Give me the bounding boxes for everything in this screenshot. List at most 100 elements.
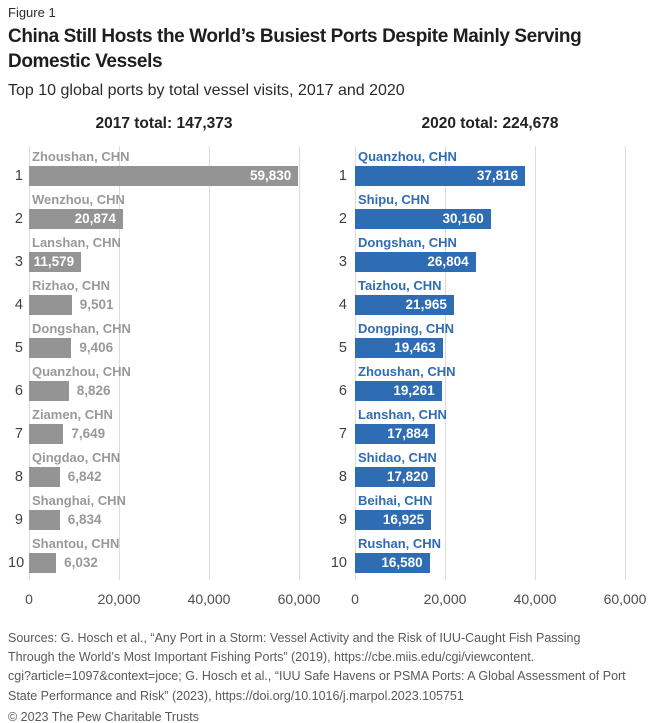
value-label: 19,463 [394, 340, 436, 355]
charts-container: 2017 total: 147,373 1 Zhoushan, CHN 59,830… [8, 114, 647, 608]
page-title: China Still Hosts the World’s Busiest Po… [8, 24, 642, 74]
port-label: Shanghai, CHN [32, 493, 126, 508]
rank-label: 6 [14, 383, 23, 399]
bar [29, 381, 69, 401]
bar-track: 16,925 [355, 510, 625, 530]
value-label: 16,925 [382, 512, 425, 527]
rank-label: 4 [14, 297, 23, 313]
rank-label: 10 [330, 555, 347, 571]
bar-row: 2 Wenzhou, CHN 20,874 [15, 189, 299, 232]
port-label: Lanshan, CHN [32, 235, 121, 250]
bar-row: 10 Rushan, CHN 16,580 [331, 533, 625, 576]
bar [355, 338, 443, 358]
bar [355, 553, 430, 573]
subtitle: Top 10 global ports by total vessel visi… [8, 82, 405, 99]
rank-label: 7 [14, 426, 23, 442]
rank-label: 9 [338, 512, 347, 528]
rank-label: 3 [14, 254, 23, 270]
chart-2020: 2020 total: 224,678 1 Quanzhou, CHN 37,816… [330, 114, 647, 608]
rank-label: 2 [338, 211, 347, 227]
grid-line [445, 146, 446, 580]
bar-row: 3 Lanshan, CHN 11,579 [15, 232, 299, 275]
port-label: Shidao, CHN [358, 450, 437, 465]
bar-row: 7 Ziamen, CHN 7,649 [15, 404, 299, 447]
value-label: 19,261 [393, 383, 435, 398]
bar-track: 6,842 [29, 467, 299, 487]
chart-2020-plot: 1 Quanzhou, CHN 37,816 2 Shipu, CHN 30,160 3 Do… [331, 146, 626, 580]
bar-row: 5 Dongping, CHN 19,463 [339, 318, 625, 361]
page-title-line-1: China Still Hosts the World’s Busiest Po… [8, 26, 582, 47]
port-label: Taizhou, CHN [358, 278, 442, 293]
bar-track: 6,032 [29, 553, 299, 573]
bar-row: 5 Dongshan, CHN 9,406 [15, 318, 299, 361]
bar-row: 4 Rizhao, CHN 9,501 [15, 275, 299, 318]
bar-track: 9,501 [29, 295, 299, 315]
rank-label: 8 [338, 469, 347, 485]
rank-label: 9 [14, 512, 23, 528]
bar-row: 6 Quanzhou, CHN 8,826 [15, 361, 299, 404]
rank-label: 8 [14, 469, 23, 485]
value-label: 6,032 [64, 555, 98, 570]
port-label: Ziamen, CHN [32, 407, 113, 422]
port-label: Lanshan, CHN [358, 407, 447, 422]
bar-row: 1 Zhoushan, CHN 59,830 [15, 146, 299, 189]
chart-2017-x-axis: 0 20,000 40,000 60,000 [25, 590, 320, 608]
sources-text: Sources: G. Hosch et al., “Any Port in a… [8, 629, 642, 706]
chart-2020-x-axis: 0 20,000 40,000 60,000 [351, 590, 646, 608]
bar-track: 7,649 [29, 424, 299, 444]
rank-label: 3 [338, 254, 347, 270]
bar [355, 295, 454, 315]
value-label: 6,834 [67, 512, 102, 527]
axis-tick-label: 20,000 [423, 591, 467, 607]
port-label: Dongshan, CHN [32, 321, 131, 336]
sources-line: Through the World’s Most Important Fishi… [8, 650, 535, 665]
sources-line: cgi?article=1097&context=joce; G. Hosch … [8, 669, 626, 684]
bar [355, 166, 526, 186]
bar-track: 21,965 [355, 295, 625, 315]
rank-label: 1 [338, 168, 347, 184]
bar-row: 8 Shidao, CHN 17,820 [339, 447, 625, 490]
value-label: 17,884 [387, 426, 429, 441]
bar-track: 30,160 [355, 209, 625, 229]
rank-label: 1 [14, 168, 23, 184]
bar-track: 9,406 [29, 338, 299, 358]
grid-line [355, 146, 356, 580]
page-title-line-2: Domestic Vessels [8, 51, 163, 72]
bar-track: 37,816 [355, 166, 625, 186]
bar [29, 295, 72, 315]
rank-label: 5 [338, 340, 347, 356]
bar [355, 510, 432, 530]
port-label: Quanzhou, CHN [32, 364, 131, 379]
bar-track: 17,820 [355, 467, 625, 487]
bar [29, 252, 82, 272]
rank-label: 7 [338, 426, 347, 442]
bar-row: 9 Shanghai, CHN 6,834 [15, 490, 299, 533]
rank-label: 10 [8, 555, 25, 571]
sources-line: Sources: G. Hosch et al., “Any Port in a… [8, 631, 581, 645]
port-label: Dongshan, CHN [358, 235, 457, 250]
value-label: 59,830 [249, 168, 292, 183]
value-label: 8,826 [76, 383, 111, 398]
bar-track: 16,580 [355, 553, 625, 573]
bar-row: 4 Taizhou, CHN 21,965 [339, 275, 625, 318]
port-label: Zhoushan, CHN [358, 364, 456, 379]
port-label: Shipu, CHN [358, 192, 430, 207]
axis-tick-label: 60,000 [603, 591, 647, 607]
value-label: 20,874 [74, 211, 116, 226]
grid-line [535, 146, 536, 580]
axis-tick-label: 40,000 [513, 591, 557, 607]
chart-2017-plot: 1 Zhoushan, CHN 59,830 2 Wenzhou, CHN 20,874 3… [8, 146, 300, 580]
rank-label: 6 [338, 383, 347, 399]
bar [355, 381, 442, 401]
value-label: 30,160 [442, 211, 484, 226]
bar-track: 26,804 [355, 252, 625, 272]
value-label: 17,820 [386, 469, 429, 484]
bar-track: 19,463 [355, 338, 625, 358]
bar-row: 8 Qingdao, CHN 6,842 [15, 447, 299, 490]
port-label: Rushan, CHN [358, 536, 442, 551]
value-label: 7,649 [71, 426, 106, 441]
bar-row: 2 Shipu, CHN 30,160 [339, 189, 625, 232]
grid-line [209, 146, 210, 580]
value-label: 9,406 [79, 340, 114, 355]
